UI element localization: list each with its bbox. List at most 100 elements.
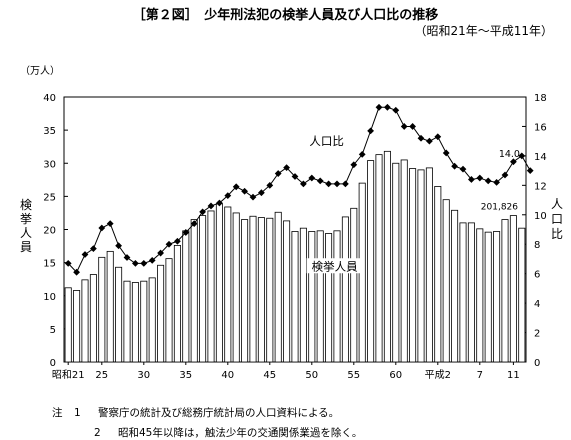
population-ratio-marker (426, 137, 433, 145)
arrests-bar (148, 277, 156, 363)
arrests-bar (484, 231, 492, 363)
x-axis-tick-label: 50 (305, 370, 318, 381)
arrests-bar (131, 282, 139, 363)
population-ratio-marker (157, 249, 164, 257)
population-ratio-marker (300, 180, 307, 188)
arrests-bar (291, 231, 299, 363)
x-axis-tick-label: 35 (179, 370, 192, 381)
population-ratio-marker (501, 171, 509, 179)
population-ratio-marker (308, 174, 316, 182)
population-ratio-marker (207, 202, 215, 210)
arrests-bar (140, 280, 148, 363)
arrests-bar (283, 220, 291, 363)
population-ratio-marker (249, 193, 257, 201)
arrests-bar (400, 159, 408, 363)
population-ratio-marker (283, 164, 290, 172)
right-axis-tick-label: 4 (534, 299, 540, 310)
arrests-bar (89, 274, 97, 363)
combo-bar-line-chart: 0 5 10 15 20 25 30 35 40 0 2 4 6 8 10 12 14 16 18 昭和21 25 30 3… (43, 93, 547, 381)
arrests-bar (417, 169, 425, 363)
x-axis-tick-label: 60 (389, 370, 402, 381)
right-axis-tick-label: 18 (534, 93, 547, 104)
arrests-bar (157, 264, 165, 363)
arrests-bar (81, 279, 89, 363)
arrests-bar (383, 150, 391, 363)
right-axis-tick-label: 8 (534, 240, 540, 251)
left-axis-tick-label: 20 (43, 226, 56, 237)
population-ratio-marker (316, 177, 324, 185)
population-ratio-marker (123, 254, 131, 261)
population-ratio-marker (115, 242, 122, 250)
population-ratio-marker (442, 149, 450, 157)
population-ratio-final-value: 14.0 (499, 149, 520, 160)
right-axis-tick-label: 16 (534, 122, 547, 133)
population-ratio-marker (266, 181, 274, 189)
arrests-bar (224, 206, 232, 363)
arrests-bar (341, 216, 349, 363)
left-axis-title: 検挙人員 (19, 198, 32, 254)
footnote-text: 警察庁の統計及び総務庁統計局の人口資料による。 (98, 407, 340, 419)
population-ratio-marker (174, 237, 181, 245)
arrests-final-value: 201,826 (481, 203, 518, 213)
right-axis-tick-label: 2 (534, 329, 540, 340)
arrests-bar (476, 228, 484, 363)
right-axis-title: 人口比 (550, 197, 563, 241)
population-ratio-marker (216, 199, 223, 207)
arrests-bar (442, 199, 450, 363)
population-ratio-marker (190, 220, 198, 228)
arrests-bar (451, 209, 459, 363)
arrests-bar (165, 258, 173, 363)
population-ratio-marker (132, 259, 139, 267)
footnote-text: 昭和45年以降は，触法少年の交通関係業過を除く。 (118, 427, 363, 439)
x-axis-tick-label: 11 (507, 370, 520, 381)
arrests-bar (106, 250, 114, 363)
arrests-bar (375, 154, 383, 363)
arrests-bar (64, 287, 72, 363)
population-ratio-marker (199, 208, 206, 216)
arrests-bar (257, 217, 265, 363)
population-ratio-marker (182, 229, 190, 236)
x-axis-tick-label: 30 (137, 370, 150, 381)
population-ratio-marker (241, 187, 248, 195)
population-ratio-marker (98, 224, 106, 232)
x-axis-tick-label: 40 (221, 370, 234, 381)
arrests-bar (518, 227, 526, 363)
footnote-1: 注 1 警察庁の統計及び総務庁統計局の人口資料による。 (52, 405, 339, 420)
arrests-bar (409, 168, 417, 363)
population-ratio-marker (350, 161, 358, 169)
footnote-marker: 注 (52, 407, 63, 419)
x-axis-tick-label: 平成2 (425, 369, 451, 381)
population-ratio-marker (434, 133, 442, 141)
arrests-bar (190, 219, 198, 363)
arrests-bar (325, 233, 333, 363)
population-ratio-marker (165, 240, 173, 248)
population-ratio-marker (484, 177, 492, 185)
population-ratio-marker (459, 165, 467, 173)
arrests-bar (274, 211, 282, 363)
left-axis-tick-label: 10 (43, 292, 56, 303)
population-ratio-marker (148, 257, 156, 264)
population-ratio-marker (375, 103, 383, 111)
population-ratio-marker (325, 180, 332, 188)
right-axis-tick-label: 6 (534, 270, 540, 281)
population-ratio-marker (224, 192, 232, 200)
left-axis-tick-label: 35 (43, 126, 56, 137)
footnote-number: 1 (74, 407, 81, 419)
population-ratio-marker (367, 127, 374, 135)
population-ratio-marker (90, 245, 97, 253)
arrests-bar (241, 219, 249, 363)
arrests-bar (182, 230, 190, 363)
population-ratio-marker (510, 158, 517, 166)
population-ratio-marker (409, 123, 416, 130)
population-ratio-marker (274, 170, 282, 177)
left-axis-tick-label: 40 (43, 93, 56, 104)
population-ratio-marker (342, 180, 349, 188)
arrests-bar (123, 280, 131, 363)
population-ratio-marker (384, 103, 391, 111)
population-ratio-marker (291, 173, 299, 180)
arrests-bar (115, 266, 123, 363)
arrests-bar (299, 227, 307, 363)
population-ratio-marker (417, 134, 425, 142)
population-ratio-marker (81, 251, 89, 258)
arrests-bar (459, 222, 467, 363)
